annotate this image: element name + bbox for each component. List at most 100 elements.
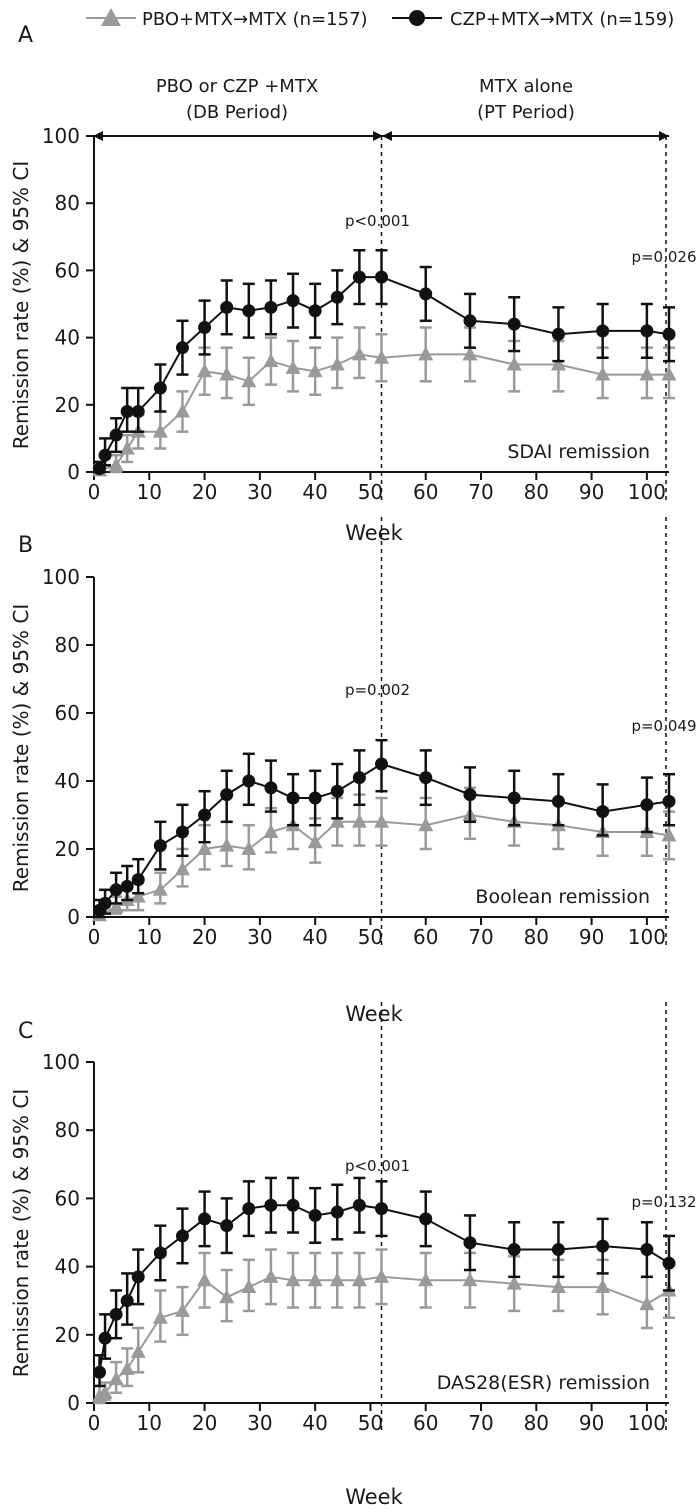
data-point [120, 405, 134, 419]
x-tick-label: 10 [137, 1411, 162, 1435]
x-tick-label: 100 [628, 1411, 666, 1435]
x-tick-label: 40 [302, 925, 327, 949]
data-point [109, 428, 123, 442]
data-point [506, 1275, 522, 1290]
legend-czp-label: CZP+MTX→MTX (n=159) [450, 9, 674, 30]
x-tick-label: 0 [88, 1411, 101, 1435]
data-point [640, 1243, 654, 1257]
data-point [308, 1208, 322, 1222]
y-axis-label: Remission rate (%) & 95% CI [9, 1089, 33, 1378]
x-axis-label: Week [345, 1002, 403, 1026]
data-point [418, 817, 434, 832]
x-tick-label: 40 [302, 480, 327, 504]
data-point [119, 1360, 135, 1375]
data-point [507, 791, 521, 805]
data-point [174, 1302, 190, 1317]
data-point [108, 457, 124, 472]
data-point [130, 888, 146, 903]
data-point [263, 353, 279, 368]
remission-type-label: SDAI remission [507, 441, 650, 463]
data-point [463, 1236, 477, 1250]
p-value-label: p<0.001 [345, 1157, 410, 1175]
p-value-label: p<0.001 [345, 212, 410, 230]
series-line [99, 353, 669, 472]
czp-series [93, 248, 676, 476]
data-point [463, 788, 477, 802]
data-point [462, 346, 478, 361]
y-tick-label: 0 [67, 905, 80, 929]
data-point [98, 448, 112, 462]
data-point [174, 861, 190, 876]
data-point [93, 1365, 107, 1379]
y-tick-label: 20 [55, 837, 80, 861]
p-value-label: p=0.002 [345, 681, 410, 699]
data-point [109, 1307, 123, 1321]
data-point [241, 1279, 257, 1294]
series-line [98, 276, 670, 469]
data-point [330, 1205, 344, 1219]
y-tick-label: 20 [55, 1323, 80, 1347]
x-tick-label: 50 [358, 1411, 383, 1435]
y-axis-label: Remission rate (%) & 95% CI [9, 161, 33, 450]
data-point [175, 825, 189, 839]
data-point [307, 834, 323, 849]
pbo-series [92, 1248, 677, 1405]
data-point [219, 837, 235, 852]
data-point [419, 1212, 433, 1226]
y-tick-label: 80 [55, 633, 80, 657]
legend: PBO+MTX→MTX (n=157) CZP+MTX→MTX (n=159) [86, 8, 674, 30]
x-tick-label: 40 [302, 1411, 327, 1435]
x-tick-label: 20 [192, 1411, 217, 1435]
data-point [662, 1256, 676, 1270]
panel-letter-c: C [18, 1019, 33, 1044]
data-point [329, 1272, 345, 1287]
data-point [375, 270, 388, 284]
czp-series [93, 1176, 676, 1388]
data-point [352, 270, 366, 284]
data-point [198, 321, 212, 335]
data-point [330, 784, 344, 798]
data-point [507, 1243, 521, 1257]
x-tick-label: 10 [137, 925, 162, 949]
data-point [241, 841, 257, 855]
y-tick-label: 80 [55, 191, 80, 215]
data-point [463, 314, 477, 328]
x-tick-label: 80 [524, 1411, 549, 1435]
data-point [220, 788, 234, 802]
series-line [99, 813, 670, 917]
data-point [351, 346, 367, 361]
x-tick-label: 60 [413, 925, 438, 949]
y-axis-label: Remission rate (%) & 95% CI [9, 604, 33, 893]
panel-a: 0 20 40 60 80 100 0 10 20 30 40 50 60 70 80 90 100 Week Re… [9, 124, 696, 545]
y-tick-label: 0 [67, 1391, 80, 1415]
x-tick-label: 30 [247, 1411, 272, 1435]
data-point [640, 324, 654, 338]
data-point [551, 794, 565, 808]
data-point [286, 1198, 300, 1212]
data-point [551, 327, 565, 341]
data-point [375, 1202, 388, 1216]
db-period-label-line2: (DB Period) [186, 102, 288, 123]
panel-letter-b: B [18, 533, 33, 558]
data-point [152, 1309, 168, 1324]
data-point [374, 349, 389, 364]
x-tick-label: 0 [88, 925, 101, 949]
remission-type-label: DAS28(ESR) remission [437, 1372, 650, 1394]
data-point [285, 1272, 301, 1287]
data-point [119, 440, 135, 455]
data-point [418, 1272, 434, 1287]
data-point [351, 813, 367, 828]
x-tick-label: 0 [88, 480, 101, 504]
data-point [241, 373, 257, 388]
data-point [153, 1246, 167, 1260]
data-point [507, 317, 521, 331]
p-value-label: p=0.026 [631, 248, 696, 266]
data-point [131, 405, 145, 419]
data-point [374, 1268, 389, 1283]
data-point [329, 813, 345, 828]
panel-c: 0 20 40 60 80 100 0 10 20 30 40 50 60 70 80 90 100 Week Re… [9, 1002, 696, 1509]
data-point [286, 294, 300, 308]
data-point [264, 1198, 278, 1212]
y-tick-label: 60 [55, 701, 80, 725]
